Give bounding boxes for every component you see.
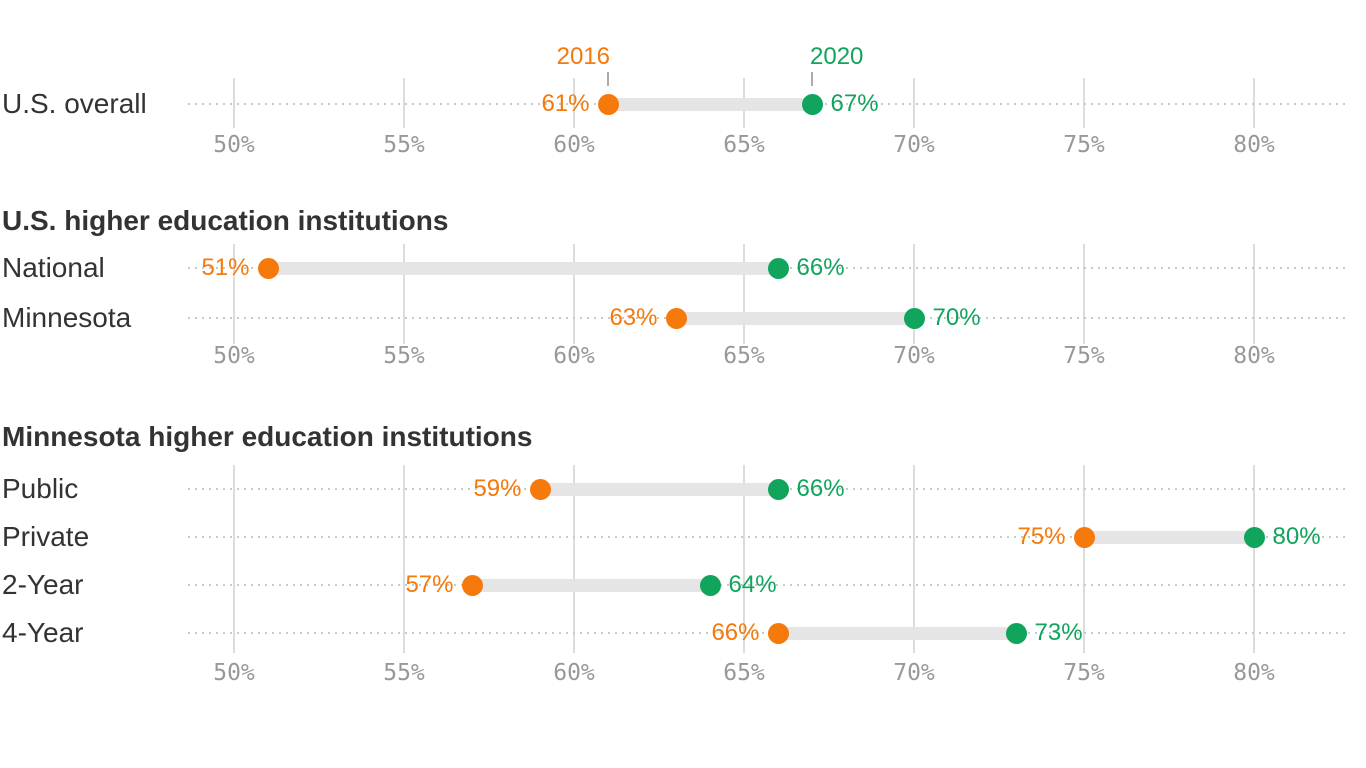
value-label-2016: 57%: [405, 571, 454, 598]
row-label: National: [2, 252, 105, 283]
axis-tick-line: [1083, 244, 1085, 344]
axis-tick-label: 60%: [553, 660, 595, 686]
section-heading: Minnesota higher education institutions: [2, 421, 533, 452]
value-label-2020: 66%: [796, 475, 845, 502]
value-label-2020: 80%: [1272, 523, 1321, 550]
row-label: 4-Year: [2, 617, 84, 648]
value-label-2020: 67%: [830, 90, 879, 117]
dumbbell-connector-bar: [608, 97, 812, 111]
dumbbell-connector-bar: [472, 578, 710, 592]
value-label-2016: 66%: [711, 619, 760, 646]
axis-tick-label: 55%: [383, 132, 425, 158]
axis-tick-line: [573, 465, 575, 653]
dot-2020: [903, 307, 925, 329]
value-label-2016: 61%: [541, 90, 590, 117]
dot-2020: [1243, 526, 1265, 548]
dot-2020: [1005, 622, 1027, 644]
axis-tick-label: 75%: [1063, 343, 1105, 369]
dot-2016: [529, 478, 551, 500]
axis-tick-line: [403, 244, 405, 344]
dot-2020: [699, 574, 721, 596]
dot-2020: [767, 257, 789, 279]
value-label-2016: 59%: [473, 475, 522, 502]
value-label-2016: 63%: [609, 304, 658, 331]
axis-tick-label: 60%: [553, 132, 595, 158]
legend-connector-line: [811, 72, 813, 86]
value-label-2016: 51%: [201, 254, 250, 281]
value-label-2020: 64%: [728, 571, 777, 598]
axis-tick-label: 50%: [213, 343, 255, 369]
axis-tick-label: 80%: [1233, 132, 1275, 158]
axis-tick-label: 50%: [213, 132, 255, 158]
row-label: U.S. overall: [2, 88, 147, 119]
value-label-2016: 75%: [1017, 523, 1066, 550]
axis-tick-line: [1083, 465, 1085, 653]
axis-tick-line: [743, 465, 745, 653]
dot-2016: [257, 257, 279, 279]
dot-2016: [1073, 526, 1095, 548]
axis-tick-label: 80%: [1233, 343, 1275, 369]
axis-tick-label: 75%: [1063, 132, 1105, 158]
axis-tick-label: 75%: [1063, 660, 1105, 686]
axis-tick-label: 70%: [893, 132, 935, 158]
row-leader-line: [188, 536, 1345, 538]
dumbbell-connector-bar: [1084, 530, 1254, 544]
dumbbell-connector-bar: [268, 261, 778, 275]
dot-2020: [767, 478, 789, 500]
axis-tick-label: 65%: [723, 660, 765, 686]
axis-tick-label: 70%: [893, 660, 935, 686]
axis-tick-line: [913, 465, 915, 653]
row-label: Public: [2, 473, 79, 504]
legend-connector-line: [607, 72, 609, 86]
dumbbell-connector-bar: [778, 626, 1016, 640]
axis-tick-label: 70%: [893, 343, 935, 369]
dumbbell-connector-bar: [540, 482, 778, 496]
axis-tick-line: [913, 244, 915, 344]
axis-tick-label: 55%: [383, 343, 425, 369]
dot-2016: [461, 574, 483, 596]
axis-tick-line: [573, 244, 575, 344]
axis-tick-label: 65%: [723, 132, 765, 158]
axis-tick-label: 60%: [553, 343, 595, 369]
axis-tick-line: [1253, 465, 1255, 653]
row-label: Minnesota: [2, 302, 132, 333]
row-leader-line: [188, 584, 1345, 586]
dot-2020: [801, 93, 823, 115]
axis-tick-line: [233, 244, 235, 344]
axis-tick-label: 55%: [383, 660, 425, 686]
section-heading: U.S. higher education institutions: [2, 205, 449, 236]
legend-label-2020: 2020: [810, 43, 864, 70]
row-label: Private: [2, 521, 90, 552]
dot-2016: [597, 93, 619, 115]
axis-tick-line: [743, 244, 745, 344]
axis-tick-label: 80%: [1233, 660, 1275, 686]
value-label-2020: 66%: [796, 254, 845, 281]
axis-tick-line: [233, 465, 235, 653]
axis-tick-line: [403, 465, 405, 653]
axis-tick-label: 65%: [723, 343, 765, 369]
axis-tick-line: [1253, 244, 1255, 344]
dot-2016: [767, 622, 789, 644]
dot-2016: [665, 307, 687, 329]
value-label-2020: 70%: [932, 304, 981, 331]
dumbbell-connector-bar: [676, 311, 914, 325]
legend-label-2016: 2016: [556, 43, 610, 70]
row-label: 2-Year: [2, 569, 84, 600]
row-leader-line: [188, 632, 1345, 634]
value-label-2020: 73%: [1034, 619, 1083, 646]
axis-tick-label: 50%: [213, 660, 255, 686]
